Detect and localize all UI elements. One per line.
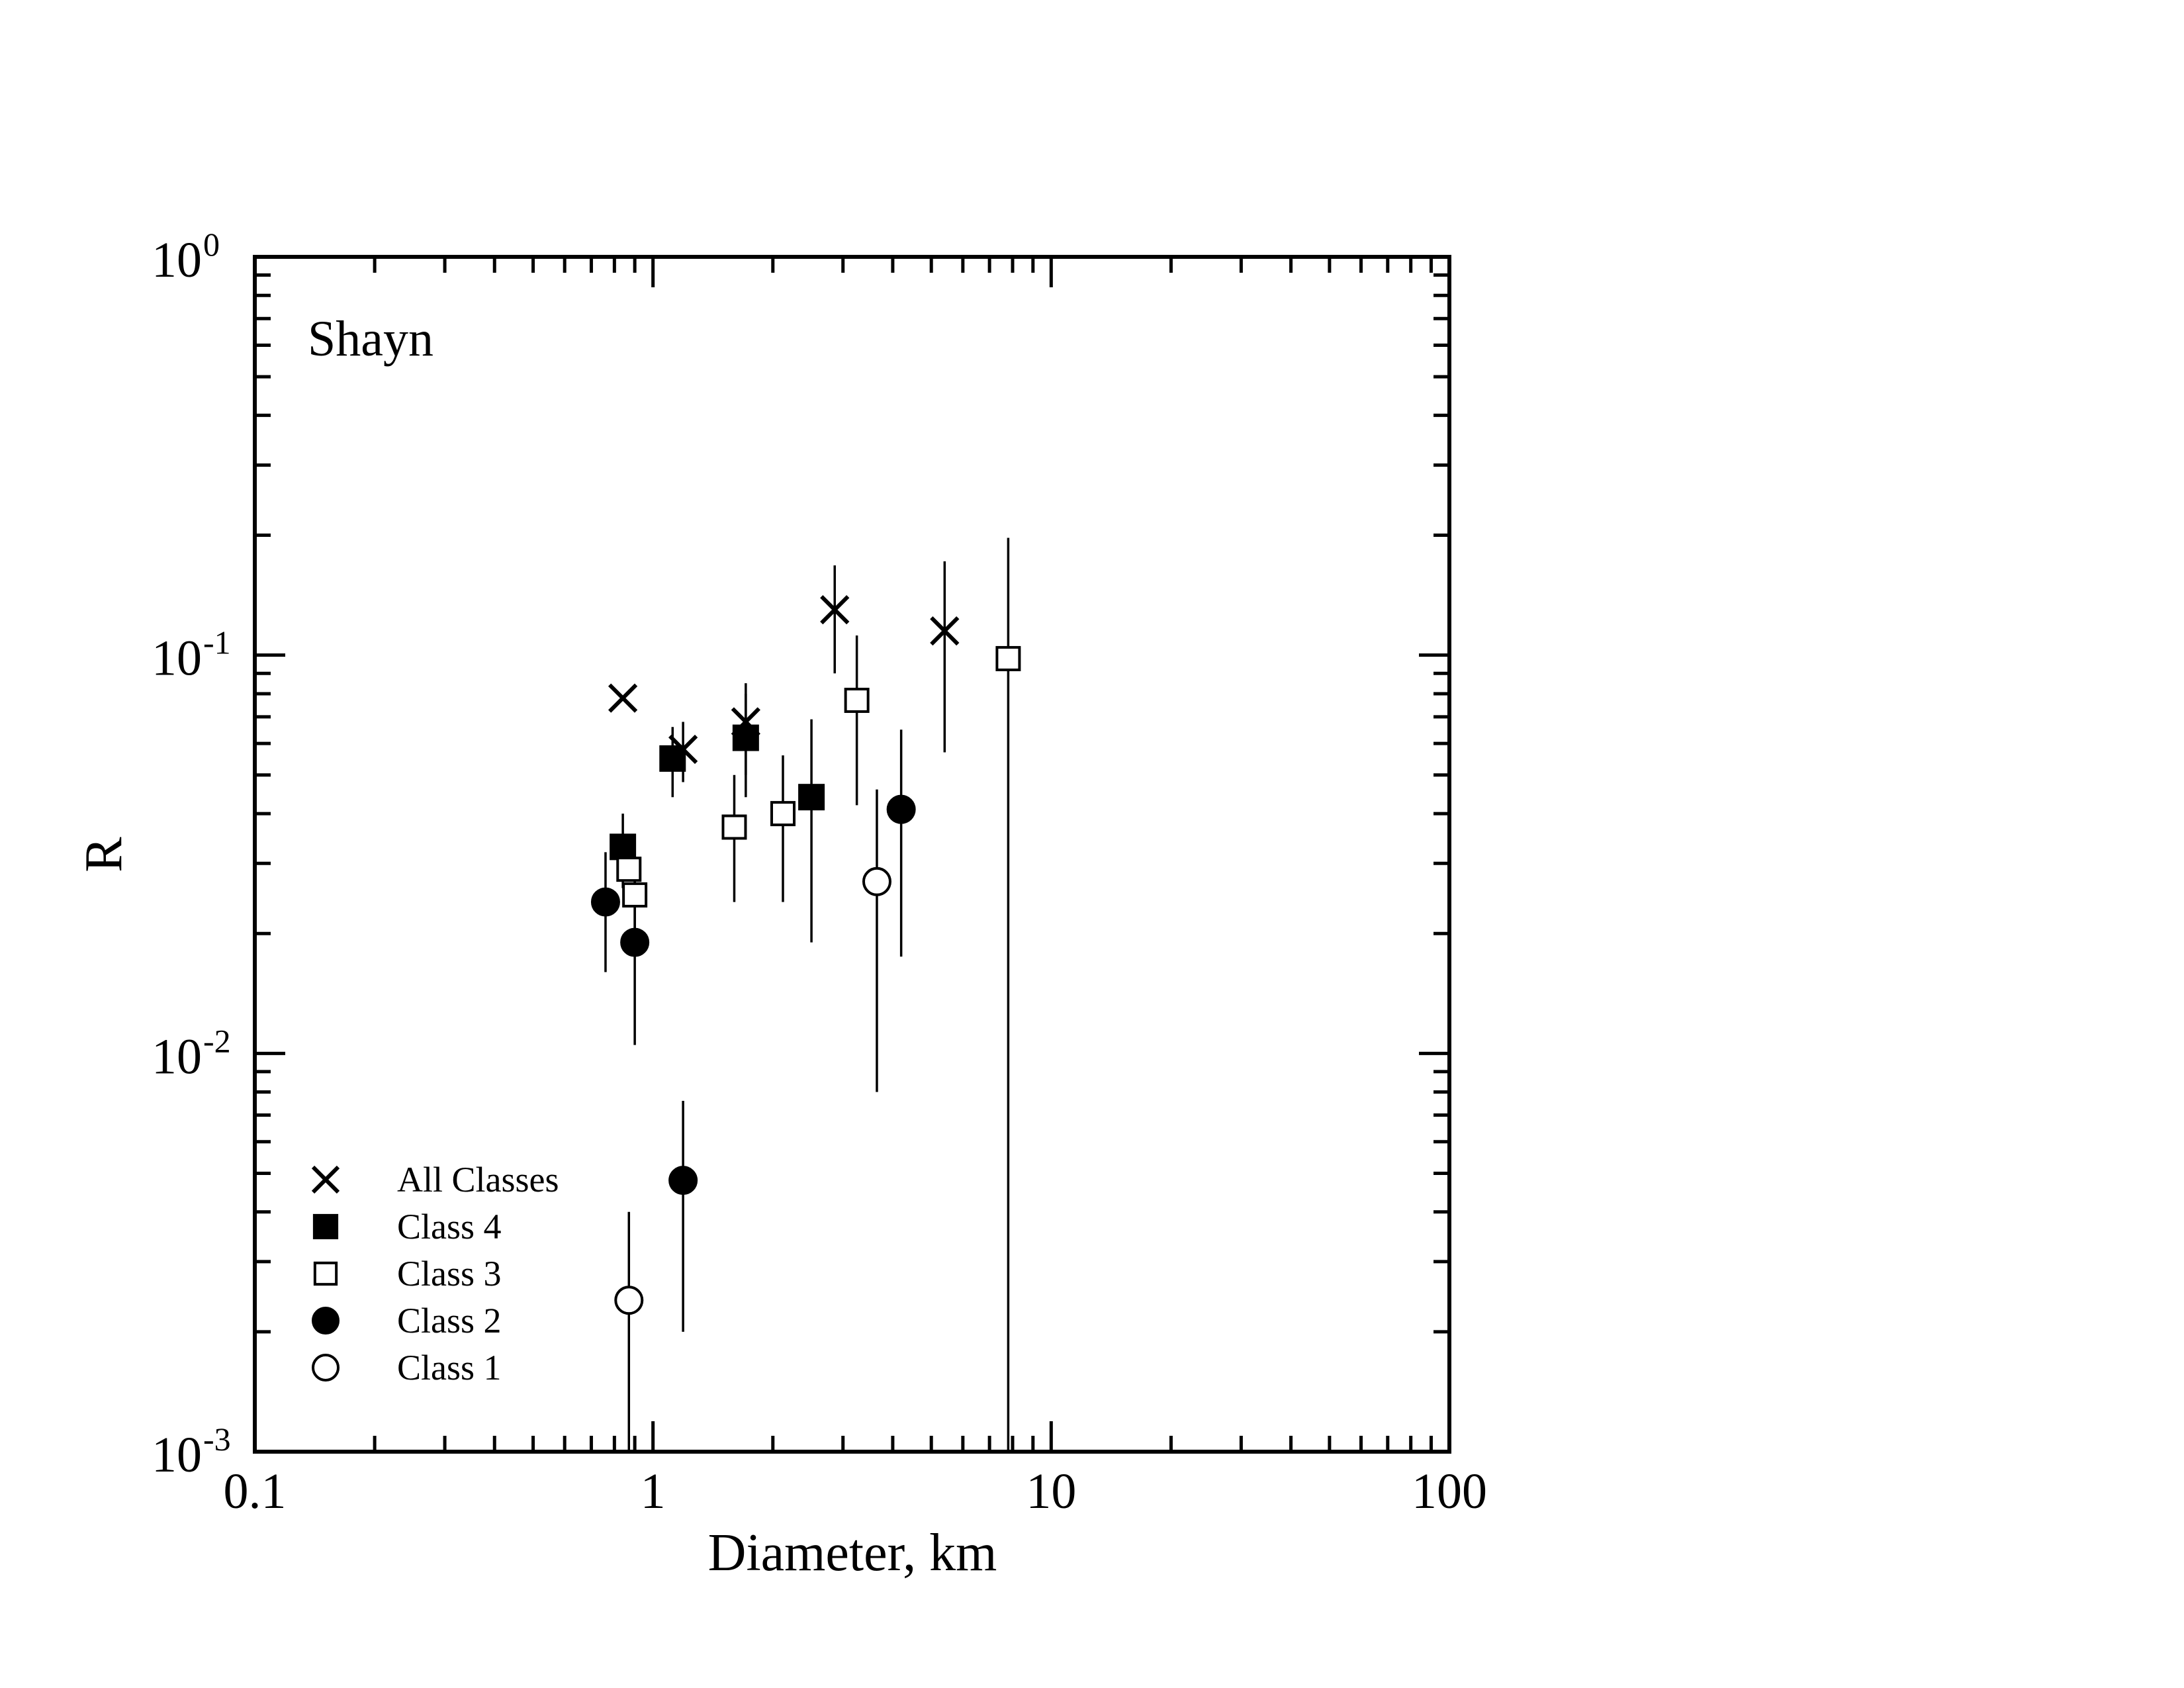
data-markers [590,594,1021,1315]
y-tick-label: 10 [152,232,202,288]
point-class-4 [732,724,759,751]
x-tick-label: 100 [1412,1464,1487,1519]
legend-marker [311,1165,340,1194]
point-class-1 [862,867,891,896]
point-class-3 [616,857,642,882]
point-class-1 [614,1286,644,1315]
legend-marker [312,1213,339,1240]
y-tick-exponent: -1 [203,624,231,661]
point-class-2 [620,927,650,957]
point-class-2 [886,794,916,824]
point-class-3 [770,801,796,827]
x-tick-label: 1 [641,1464,666,1519]
point-class-4 [610,833,637,861]
legend: All Classes Class 4 Class 3 Class 2 Class 1 [311,1160,559,1387]
point-class-3 [721,814,747,840]
y-tick-exponent: -3 [203,1421,231,1458]
point-class-2 [668,1166,698,1196]
panel-label: Shayn [308,311,433,367]
point-all-classes [820,594,850,625]
y-tick-label: 10 [152,1427,202,1483]
x-tick-label: 0.1 [224,1464,287,1519]
point-class-3 [622,882,648,908]
y-tick-label: 10 [152,631,202,686]
axis-ticks [255,257,1449,1452]
point-class-4 [798,784,825,811]
x-axis-title: Diameter, km [708,1524,997,1582]
legend-marker [312,1354,340,1382]
legend-label: Class 2 [397,1301,502,1340]
y-tick-exponent: -2 [203,1022,231,1059]
y-tick-exponent: 0 [203,226,220,263]
point-class-4 [659,745,686,772]
point-class-3 [995,645,1021,671]
legend-marker [313,1261,338,1286]
point-all-classes [608,683,638,713]
x-tick-label: 10 [1026,1464,1076,1519]
plot-frame [253,255,1451,1454]
point-class-3 [844,687,870,713]
legend-label: Class 4 [397,1207,502,1246]
point-all-classes [930,616,960,646]
x-tick-labels: 0.1 1 10 100 [224,1464,1488,1519]
y-axis-title: R [75,837,133,872]
legend-label: Class 3 [397,1254,502,1293]
legend-label: Class 1 [397,1348,502,1387]
legend-label: All Classes [397,1160,559,1199]
y-tick-label: 10 [152,1029,202,1084]
point-class-2 [590,887,620,917]
legend-marker [312,1307,340,1335]
